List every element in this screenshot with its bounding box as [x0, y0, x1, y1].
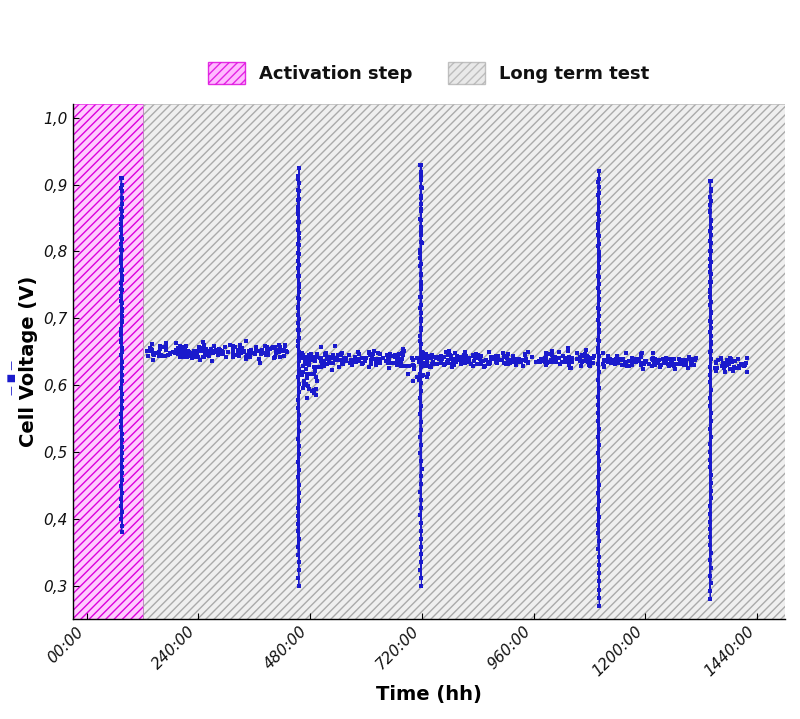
Bar — [73, 104, 142, 619]
Legend: Activation step, Long term test: Activation step, Long term test — [209, 62, 650, 84]
Bar — [73, 104, 142, 619]
Text: — ■ —: — ■ — — [7, 360, 17, 395]
X-axis label: Time (hh): Time (hh) — [376, 685, 482, 704]
Y-axis label: Cell Voltage (V): Cell Voltage (V) — [19, 276, 38, 447]
